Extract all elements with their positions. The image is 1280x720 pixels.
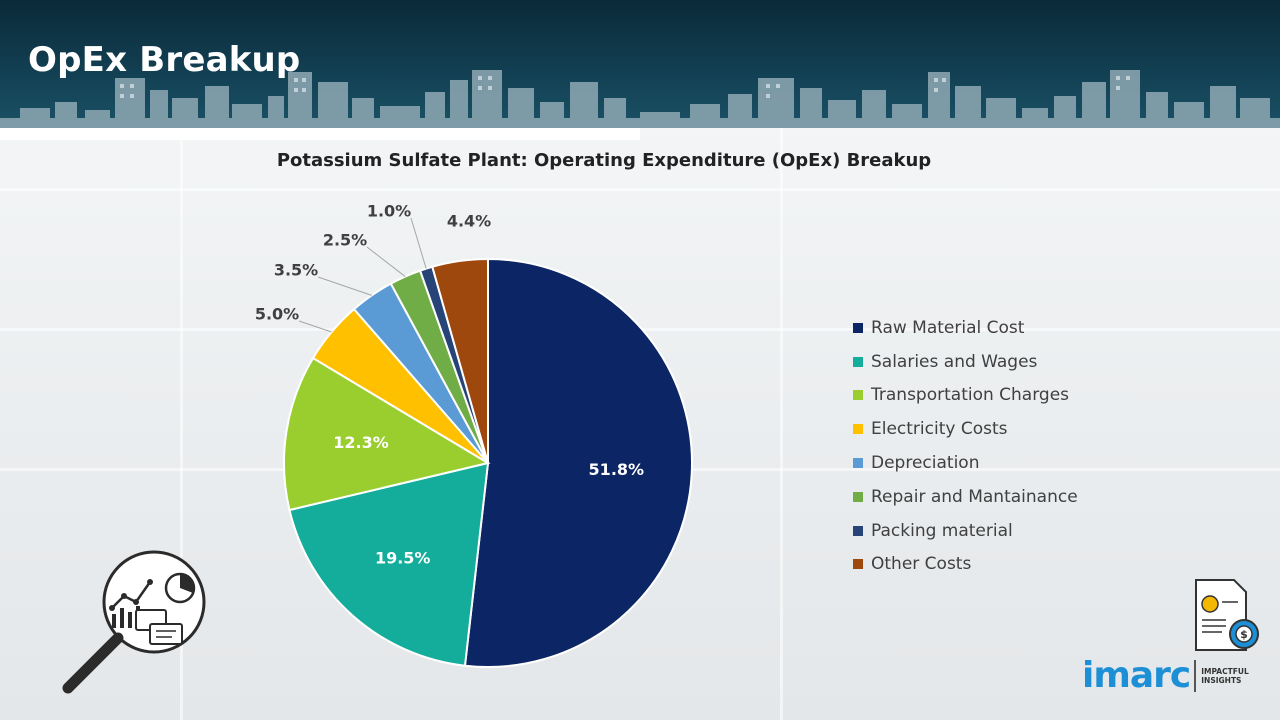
pie-slice-raw-material-cost (463, 257, 693, 668)
logo-wordmark: imarc (1082, 655, 1191, 696)
page-title: OpEx Breakup (28, 40, 301, 80)
legend-item-transportation-charges: Transportation Charges (853, 379, 1153, 413)
pie-label-other-costs: 4.4% (447, 212, 491, 231)
legend-label: Depreciation (871, 453, 980, 474)
chart-title: Potassium Sulfate Plant: Operating Expen… (276, 150, 932, 171)
pie-slice-transportation-charges (283, 356, 491, 512)
pie-leader-electricity-costs (298, 320, 332, 333)
pie-slice-salaries-and-wages (288, 461, 490, 667)
legend-label: Electricity Costs (871, 419, 1008, 440)
pie-slice-other-costs (431, 257, 489, 464)
pie-label-depreciation: 3.5% (274, 261, 318, 280)
legend-label: Repair and Mantainance (871, 486, 1078, 507)
pie-label-electricity-costs: 5.0% (255, 305, 299, 324)
legend-label: Salaries and Wages (871, 351, 1038, 372)
legend-swatch (853, 356, 863, 367)
pie-label-packing-material: 1.0% (367, 202, 411, 221)
pie-leader-repair-and-mantainance (366, 246, 406, 277)
document-money-gear-icon: $ (1195, 579, 1259, 651)
pie-label-repair-and-mantainance: 2.5% (323, 231, 367, 250)
legend-item-salaries-and-wages: Salaries and Wages (853, 345, 1153, 379)
white-panel (0, 128, 640, 140)
pie-label-salaries-and-wages: 19.5% (375, 549, 431, 568)
legend-swatch (853, 525, 863, 536)
legend-label: Other Costs (871, 554, 972, 575)
imarc-logo: imarc IMPACTFUL INSIGHTS (1082, 656, 1261, 696)
legend-swatch (853, 559, 863, 570)
legend-swatch (853, 491, 863, 502)
city-skyline-icon (0, 70, 1280, 128)
legend-swatch (853, 458, 863, 469)
legend-item-repair-and-mantainance: Repair and Mantainance (853, 480, 1153, 514)
logo-divider (1194, 660, 1197, 692)
pie-leader-packing-material (410, 217, 427, 269)
legend-swatch (853, 424, 863, 435)
pie-label-transportation-charges: 12.3% (333, 433, 389, 452)
pie-label-raw-material-cost: 51.8% (589, 460, 645, 479)
legend-swatch (853, 322, 863, 333)
legend-item-other-costs: Other Costs (853, 548, 1153, 582)
legend-label: Transportation Charges (871, 385, 1070, 406)
legend-item-packing-material: Packing material (853, 514, 1153, 548)
header-banner: OpEx Breakup (0, 0, 1280, 128)
pie-leader-depreciation (317, 276, 372, 296)
legend-item-raw-material-cost: Raw Material Cost (853, 311, 1153, 345)
legend-item-electricity-costs: Electricity Costs (853, 412, 1153, 446)
logo-tagline: IMPACTFUL INSIGHTS (1201, 667, 1249, 685)
magnifier-analytics-icon (62, 550, 206, 694)
svg-text:$: $ (1240, 628, 1248, 641)
legend-label: Packing material (871, 520, 1013, 541)
legend-swatch (853, 390, 863, 401)
chart-legend: Raw Material Cost Salaries and Wages Trans… (853, 311, 1153, 581)
legend-item-depreciation: Depreciation (853, 446, 1153, 480)
legend-label: Raw Material Cost (871, 317, 1025, 338)
